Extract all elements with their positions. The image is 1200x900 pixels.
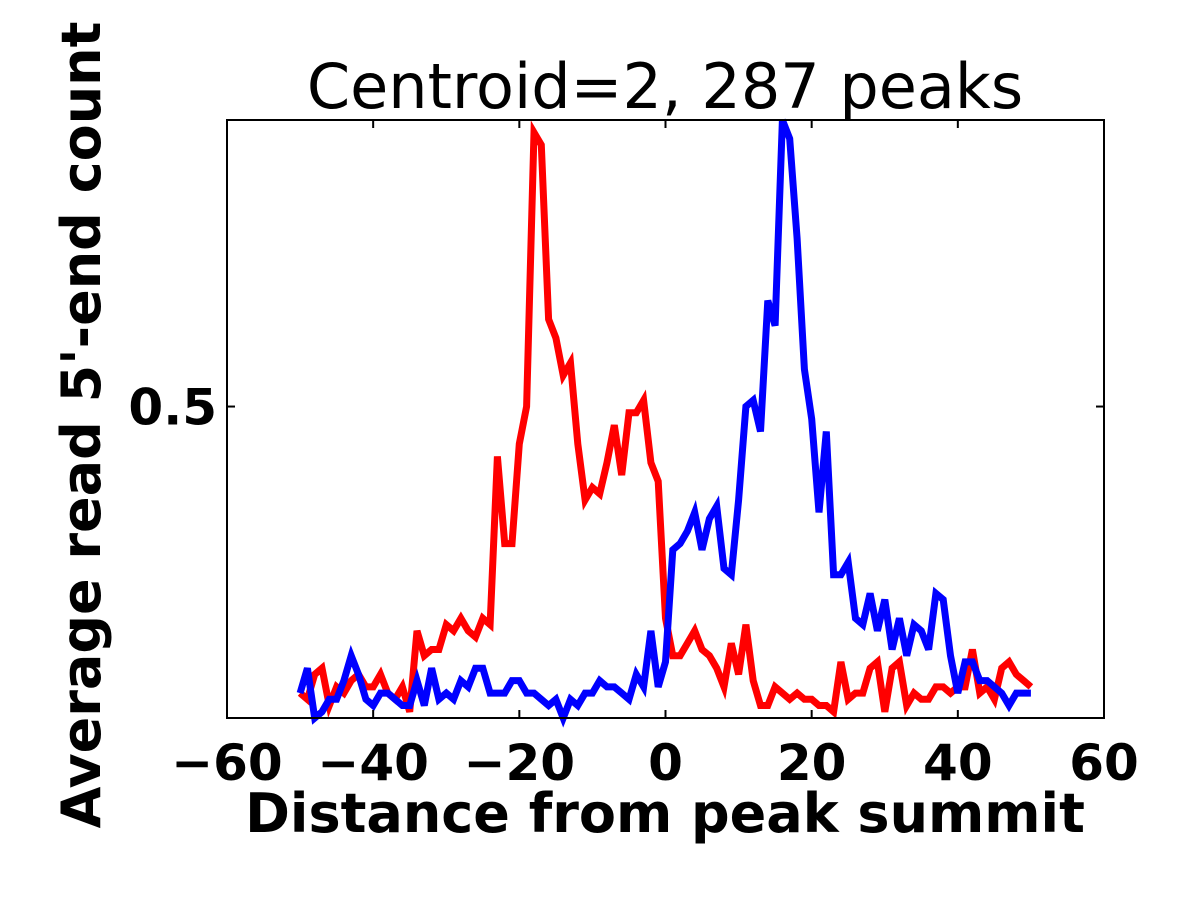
chart-title: Centroid=2, 287 peaks	[307, 50, 1023, 123]
x-axis-label: Distance from peak summit	[245, 782, 1085, 845]
x-tick-label: −20	[464, 734, 575, 792]
axis-ticks: −60 −40 −20 0 20 40 60 0.5	[128, 120, 1139, 792]
x-tick-label: −60	[171, 734, 282, 792]
series-line-blue	[296, 118, 1031, 728]
y-tick-label: 0.5	[128, 379, 217, 437]
x-tick-label: 60	[1069, 734, 1139, 792]
x-tick-label: −40	[317, 734, 428, 792]
x-tick-label: 20	[777, 734, 847, 792]
x-tick-label: 40	[923, 734, 993, 792]
y-axis-label: Average read 5'-end count	[50, 22, 113, 829]
x-tick-label: 0	[648, 734, 683, 792]
plot-lines	[296, 118, 1034, 728]
